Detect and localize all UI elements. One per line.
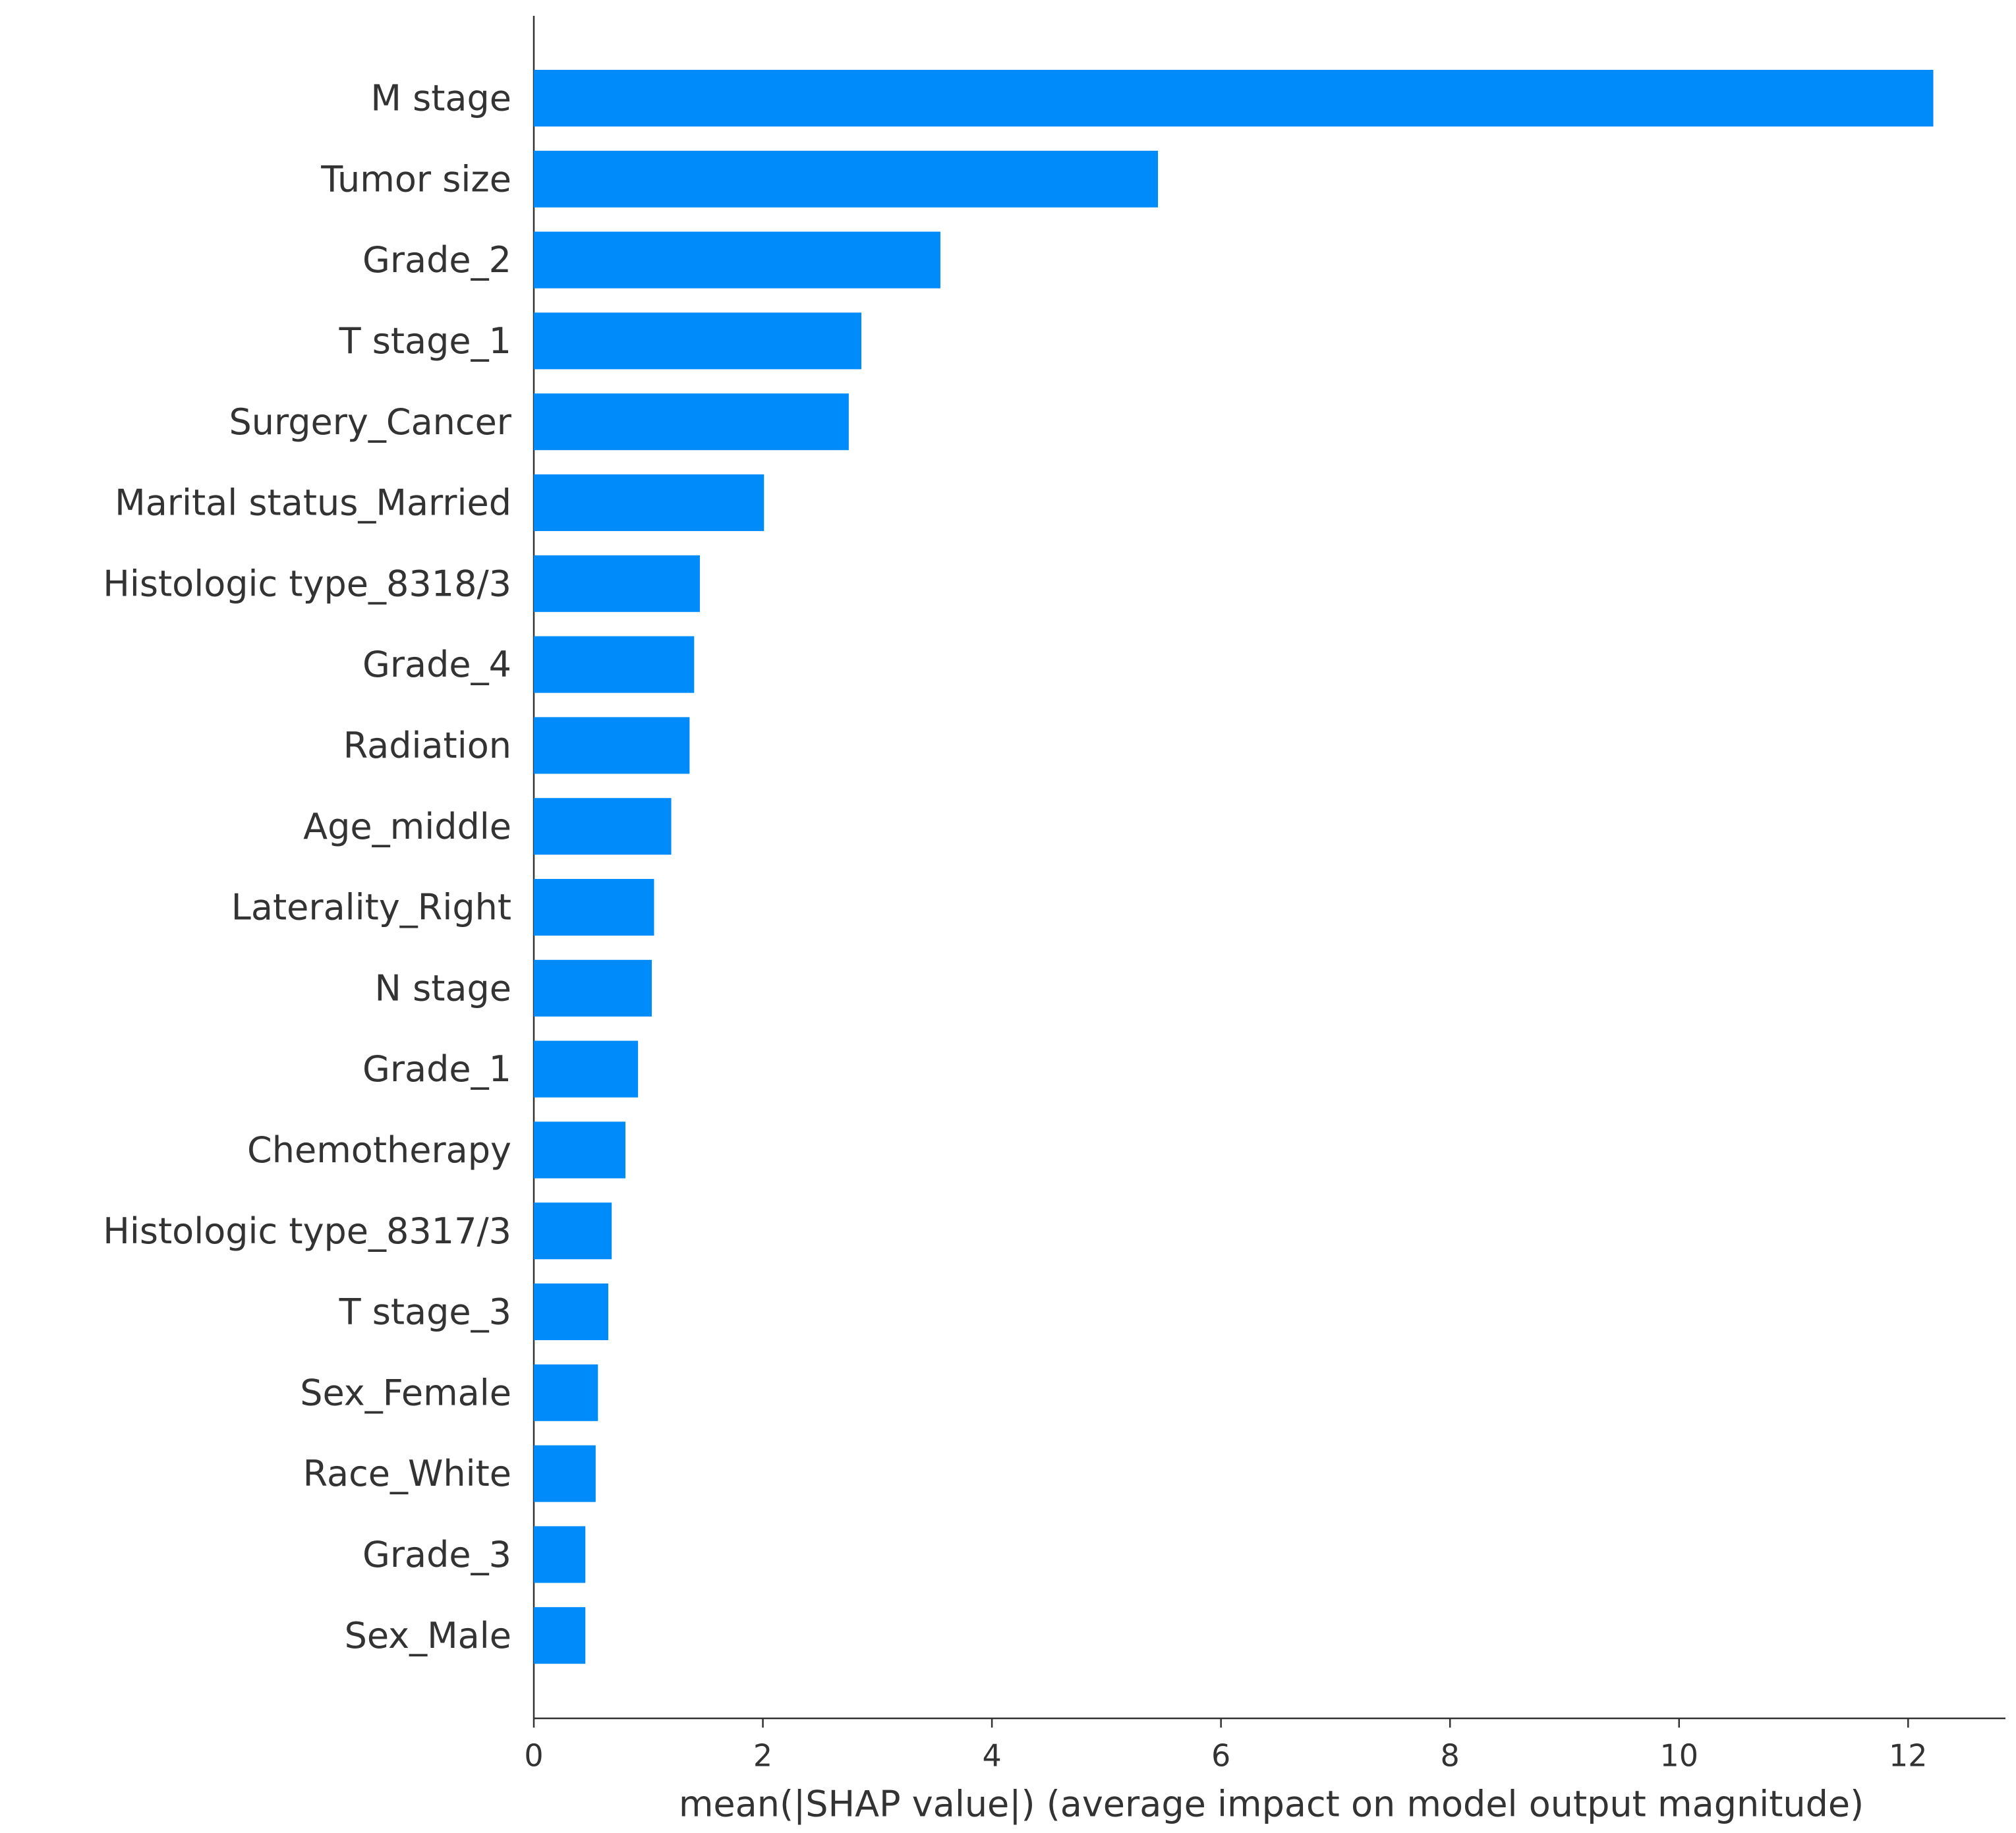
y-tick-label: Tumor size — [320, 158, 511, 200]
bar — [534, 231, 940, 289]
y-tick-label: Grade_1 — [362, 1048, 511, 1090]
x-tick-label: 2 — [753, 1738, 772, 1774]
bar — [534, 1202, 612, 1260]
x-tick-label: 10 — [1659, 1738, 1698, 1774]
bar — [534, 798, 672, 855]
bar — [534, 717, 690, 774]
x-tick-label: 0 — [524, 1738, 543, 1774]
bar — [534, 1283, 608, 1340]
bar — [534, 959, 652, 1017]
x-tick-label: 12 — [1889, 1738, 1928, 1774]
bar — [534, 1445, 596, 1502]
bar — [534, 1526, 586, 1583]
y-tick-label: Age_middle — [303, 806, 511, 847]
y-tick-label: Histologic type_8317/3 — [103, 1210, 511, 1252]
bar — [534, 474, 764, 531]
bar — [534, 70, 1934, 127]
y-tick-label: Laterality_Right — [231, 887, 511, 928]
y-tick-label: T stage_3 — [339, 1291, 511, 1333]
y-tick-label: Marital status_Married — [115, 482, 511, 524]
bar — [534, 312, 861, 370]
y-tick-label: Grade_3 — [362, 1534, 511, 1575]
y-tick-label: Grade_4 — [362, 644, 511, 685]
y-tick-label: Radiation — [343, 725, 511, 766]
bar — [534, 636, 695, 693]
x-tick-label: 6 — [1211, 1738, 1230, 1774]
y-tick-label: T stage_1 — [339, 320, 511, 362]
y-tick-label: Grade_2 — [362, 239, 511, 281]
y-tick-label: Histologic type_8318/3 — [103, 563, 511, 604]
bar — [534, 1040, 639, 1098]
bar — [534, 1364, 598, 1421]
y-tick-label: N stage — [375, 967, 511, 1009]
bar — [534, 393, 849, 451]
bar — [534, 1121, 626, 1179]
bar — [534, 1607, 586, 1664]
x-axis-label: mean(|SHAP value|) (average impact on mo… — [679, 1784, 1864, 1825]
x-tick-label: 4 — [982, 1738, 1001, 1774]
y-tick-label: Surgery_Cancer — [229, 401, 511, 443]
bar — [534, 879, 654, 936]
bar — [534, 150, 1159, 208]
y-tick-label: Sex_Female — [300, 1372, 511, 1413]
y-tick-label: M stage — [370, 78, 511, 119]
x-tick-label: 8 — [1441, 1738, 1460, 1774]
y-tick-label: Race_White — [303, 1453, 511, 1494]
y-tick-label: Chemotherapy — [247, 1129, 511, 1171]
bar — [534, 555, 700, 612]
y-tick-label: Sex_Male — [345, 1615, 511, 1656]
